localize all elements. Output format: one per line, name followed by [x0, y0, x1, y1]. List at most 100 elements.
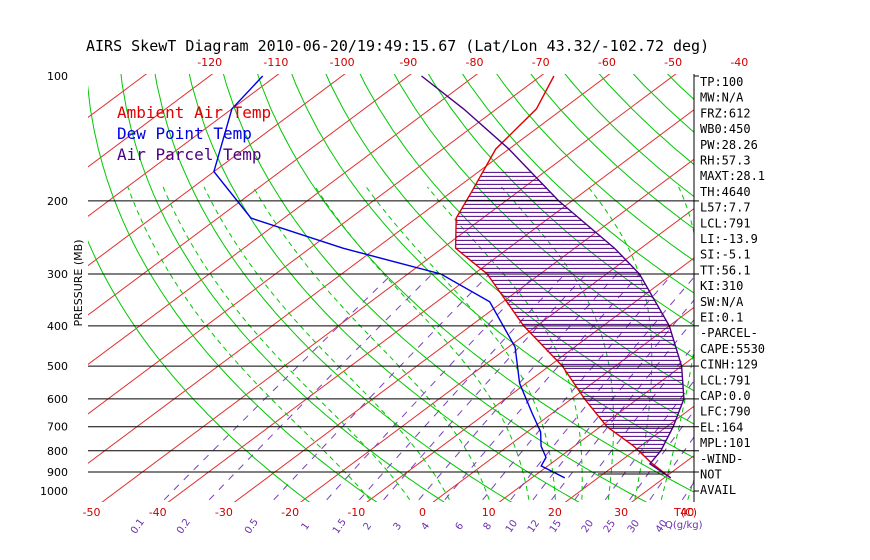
- mixing-ratio-tick-label: 0.2: [175, 517, 193, 536]
- stat-line: SW:N/A: [700, 295, 744, 309]
- bottom-temp-tick-label: -20: [281, 506, 299, 519]
- isotherm-line: [88, 74, 214, 168]
- isotherm-line: [498, 356, 694, 502]
- stat-line: L57:7.7: [700, 201, 751, 215]
- legend-entry: Air Parcel Temp: [117, 145, 262, 164]
- isotherm-line: [167, 109, 694, 502]
- pressure-tick-label: 300: [47, 268, 68, 281]
- axis-labels: 1002003004005006007008009001000PRESSURE …: [40, 56, 748, 536]
- stat-line: NOT: [700, 468, 722, 482]
- isotherm-line: [300, 207, 694, 502]
- moist-adiabat-line: [162, 186, 411, 501]
- dry-adiabat-line: [851, 57, 870, 508]
- stat-line: LCL:791: [700, 216, 751, 230]
- legend: Ambient Air Temp Dew Point Temp Air Parcel…: [117, 103, 271, 164]
- isotherm-line: [756, 57, 870, 508]
- dry-adiabat-line: [359, 74, 694, 392]
- stat-line: MW:N/A: [700, 91, 744, 105]
- mixing-ratio-tick-label: 0.5: [243, 517, 261, 536]
- mixing-ratio-tick-label: 10: [504, 518, 520, 535]
- moist-adiabat-line: [127, 186, 371, 501]
- mixing-ratio-line: [208, 273, 433, 501]
- bottom-temp-tick-label: 10: [482, 506, 496, 519]
- dry-adiabat-line: [291, 74, 694, 459]
- isotherm-line: [366, 257, 694, 502]
- isotherm-line: [88, 74, 280, 217]
- mixing-ratio-tick-label: 20: [580, 518, 596, 535]
- isotherm-line: [233, 158, 694, 502]
- pressure-tick-label: 1000: [40, 485, 68, 498]
- isotherm-line: [88, 74, 412, 316]
- bottom-temp-tick-label: -30: [215, 506, 233, 519]
- moist-adiabat-line: [203, 186, 450, 501]
- moist-adiabat-line: [587, 186, 653, 500]
- top-temp-tick-label: -110: [263, 56, 288, 69]
- stat-line: CINH:129: [700, 358, 758, 372]
- pressure-tick-label: 500: [47, 360, 68, 373]
- stat-line: FRZ:612: [700, 106, 751, 120]
- mixing-ratio-line: [273, 273, 490, 501]
- dry-adiabat-line: [393, 74, 694, 359]
- mixing-ratio-tick-label: 0.1: [129, 517, 147, 536]
- pressure-tick-label: 400: [47, 320, 68, 333]
- mixing-ratio-tick-label: 6: [454, 521, 467, 533]
- isotherm-line: [822, 57, 870, 508]
- dry-adiabat-line: [496, 74, 694, 262]
- mixing-ratio-line: [163, 273, 393, 501]
- stat-line: MAXT:28.1: [700, 169, 765, 183]
- isotherm-line: [88, 74, 346, 267]
- dry-adiabat-line: [751, 57, 870, 508]
- moist-adiabat-line: [660, 186, 694, 500]
- stat-line: CAPE:5530: [700, 342, 765, 356]
- stat-line: EL:164: [700, 420, 743, 434]
- isotherm-line: [88, 74, 545, 415]
- stat-line: -WIND-: [700, 452, 743, 466]
- stat-line: LCL:791: [700, 373, 751, 387]
- top-temp-tick-label: -100: [330, 56, 355, 69]
- mixing-ratio-tick-label: 8: [482, 521, 495, 533]
- bottom-temp-tick-label: -50: [83, 506, 101, 519]
- stat-line: TH:4640: [700, 185, 751, 199]
- top-temp-tick-label: -80: [466, 56, 484, 69]
- dry-adiabat-line: [222, 74, 648, 502]
- dry-adiabat-line: [120, 74, 445, 502]
- stat-line: LI:-13.9: [700, 232, 758, 246]
- cape-hatch: [455, 171, 684, 457]
- bottom-temp-tick-label: -40: [149, 506, 167, 519]
- y-axis-label: PRESSURE (MB): [72, 240, 85, 327]
- stat-line: AVAIL: [700, 483, 736, 497]
- stat-line: -PARCEL-: [700, 326, 758, 340]
- stat-line: WB0:450: [700, 122, 751, 136]
- pressure-tick-label: 200: [47, 195, 68, 208]
- top-temp-tick-label: -70: [532, 56, 550, 69]
- pressure-tick-label: 600: [47, 393, 68, 406]
- stat-line: PW:28.26: [700, 138, 758, 152]
- stat-line: RH:57.3: [700, 154, 751, 168]
- dry-adiabat-line: [88, 84, 378, 502]
- parcel-temp-line: [421, 75, 685, 479]
- stat-line: MPL:101: [700, 436, 751, 450]
- mixing-ratio-tick-label: 1: [300, 521, 313, 533]
- x-axis-label: T(C): [673, 506, 697, 519]
- mixing-ratio-line: [532, 299, 694, 501]
- dry-adiabat-line: [427, 74, 694, 326]
- dewpoint-temp-line: [213, 75, 566, 479]
- moist-adiabat-line: [365, 186, 556, 500]
- mixing-ratio-tick-label: 2: [362, 521, 375, 533]
- dry-adiabat-line: [817, 57, 870, 508]
- mixing-ratio-line: [383, 273, 587, 501]
- dry-adiabat-line: [325, 74, 694, 425]
- mixing-ratio-line: [359, 273, 566, 501]
- top-temp-tick-label: -40: [730, 56, 748, 69]
- chart-title: AIRS SkewT Diagram 2010-06-20/19:49:15.6…: [86, 37, 709, 55]
- mixing-ratio-line: [629, 410, 694, 501]
- top-temp-tick-label: -120: [197, 56, 222, 69]
- isotherm-line: [101, 74, 677, 502]
- dry-adiabat-line: [88, 240, 311, 502]
- isotherm-line: [0, 57, 37, 508]
- pressure-tick-label: 100: [47, 70, 68, 83]
- top-temp-tick-label: -60: [598, 56, 616, 69]
- dry-adiabat-line: [784, 57, 870, 508]
- mixing-ratio-tick-label: 3: [392, 521, 405, 533]
